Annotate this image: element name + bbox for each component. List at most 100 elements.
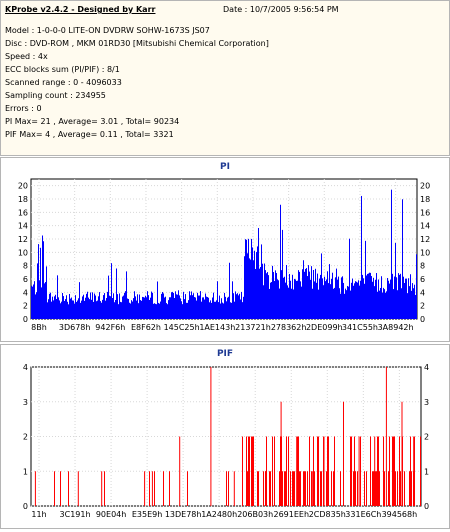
pif-bar <box>400 471 401 506</box>
pif-bar <box>351 436 352 506</box>
pi-bar <box>133 298 134 319</box>
pi-bar <box>262 263 263 319</box>
pi-bar <box>228 296 229 319</box>
pi-bar <box>50 292 51 319</box>
pi-bar <box>106 298 107 319</box>
pi-bar <box>152 292 153 319</box>
pif-bar <box>265 471 266 506</box>
pi-bar <box>354 283 355 319</box>
y-tick-label-left: 14 <box>18 222 28 231</box>
model-line: Model : 1-0-0-0 LITE-ON DVDRW SOHW-1673S… <box>5 26 210 35</box>
pi-bar <box>410 274 411 319</box>
pi-bar <box>157 281 158 319</box>
pi-bar <box>319 278 320 319</box>
pi-bar <box>330 284 331 319</box>
pif-bar <box>364 471 365 506</box>
pi-bar <box>105 300 106 319</box>
pif-bar <box>169 471 170 506</box>
pi-bar <box>295 279 296 319</box>
pi-bar <box>409 286 410 319</box>
pi-bar <box>33 284 34 319</box>
pi-bar <box>235 291 236 319</box>
pi-bar <box>224 292 225 319</box>
pi-bar <box>79 282 80 319</box>
pi-bar <box>391 189 392 319</box>
pi-bar <box>117 294 118 319</box>
pi-bar <box>69 293 70 319</box>
pi-bar <box>44 283 45 319</box>
pi-bar <box>338 276 339 319</box>
pif-bar <box>357 471 358 506</box>
pi-bar <box>345 288 346 319</box>
pi-bar <box>112 297 113 319</box>
pi-bar <box>227 297 228 319</box>
pi-bar <box>378 279 379 319</box>
pi-bar <box>41 287 42 319</box>
pi-bar <box>144 297 145 319</box>
x-tick-label: 2691EEh <box>273 510 309 519</box>
pi-bar <box>393 289 394 319</box>
pi-bar <box>175 291 176 319</box>
pi-bar <box>166 303 167 319</box>
pi-bar <box>238 295 239 319</box>
pi-bar <box>302 269 303 319</box>
pi-bar <box>343 282 344 319</box>
pif-bar <box>246 436 247 506</box>
pi-bar <box>335 277 336 319</box>
pi-bar <box>89 299 90 319</box>
pif-bar <box>374 436 376 506</box>
pi-bar <box>128 298 129 319</box>
pi-bar <box>276 273 277 319</box>
pi-chart-title: PI <box>220 162 230 172</box>
ecc-line: ECC blocks sum (PI/PIF) : 8/1 <box>5 65 120 74</box>
pi-bar <box>264 263 265 319</box>
pi-bar <box>301 286 302 319</box>
pi-bar <box>60 303 61 319</box>
pi-bar <box>37 263 38 319</box>
pi-bar <box>236 294 237 319</box>
pi-bar <box>205 293 206 319</box>
pi-bar <box>230 302 231 319</box>
pi-bar <box>290 280 291 319</box>
pi-bar <box>412 283 413 319</box>
pi-bar <box>294 278 295 319</box>
pif-bar <box>411 471 412 506</box>
pif-bar <box>305 471 306 506</box>
pi-bar <box>233 293 234 319</box>
pi-bar <box>124 292 125 319</box>
pi-bar <box>219 295 220 319</box>
pi-bar <box>399 274 400 319</box>
pi-bar <box>339 288 340 319</box>
range-line: Scanned range : 0 - 4096033 <box>5 78 122 87</box>
pi-bar <box>277 279 278 319</box>
pi-bar <box>220 303 221 319</box>
pi-bar <box>304 271 305 319</box>
pi-bar <box>126 271 127 319</box>
pif-bar <box>149 471 150 506</box>
pi-bar <box>177 294 178 319</box>
pi-bar <box>190 295 191 319</box>
pi-bar <box>309 271 310 319</box>
pi-bar <box>118 304 119 319</box>
pi-bar <box>326 279 327 319</box>
x-tick-label: E8F62h <box>131 323 161 332</box>
pi-bar <box>361 195 362 319</box>
pi-bar <box>362 274 363 319</box>
pif-bar <box>353 471 354 506</box>
pi-bar <box>252 247 253 319</box>
pi-bar <box>132 301 133 319</box>
pi-bar <box>74 303 75 319</box>
pi-bar <box>377 291 378 319</box>
pi-bar <box>145 295 146 319</box>
pi-bar <box>55 294 56 319</box>
pi-bar <box>122 296 123 319</box>
pi-bar <box>146 297 147 319</box>
pi-bar <box>86 293 87 319</box>
pi-bar <box>240 299 241 319</box>
pif-bar <box>263 471 264 506</box>
pif-bar <box>327 436 328 506</box>
y-tick-label-right: 14 <box>420 222 430 231</box>
pi-bar <box>53 300 54 319</box>
x-tick-label: 341C55h <box>342 323 378 332</box>
y-tick-label-left: 3 <box>23 398 28 407</box>
